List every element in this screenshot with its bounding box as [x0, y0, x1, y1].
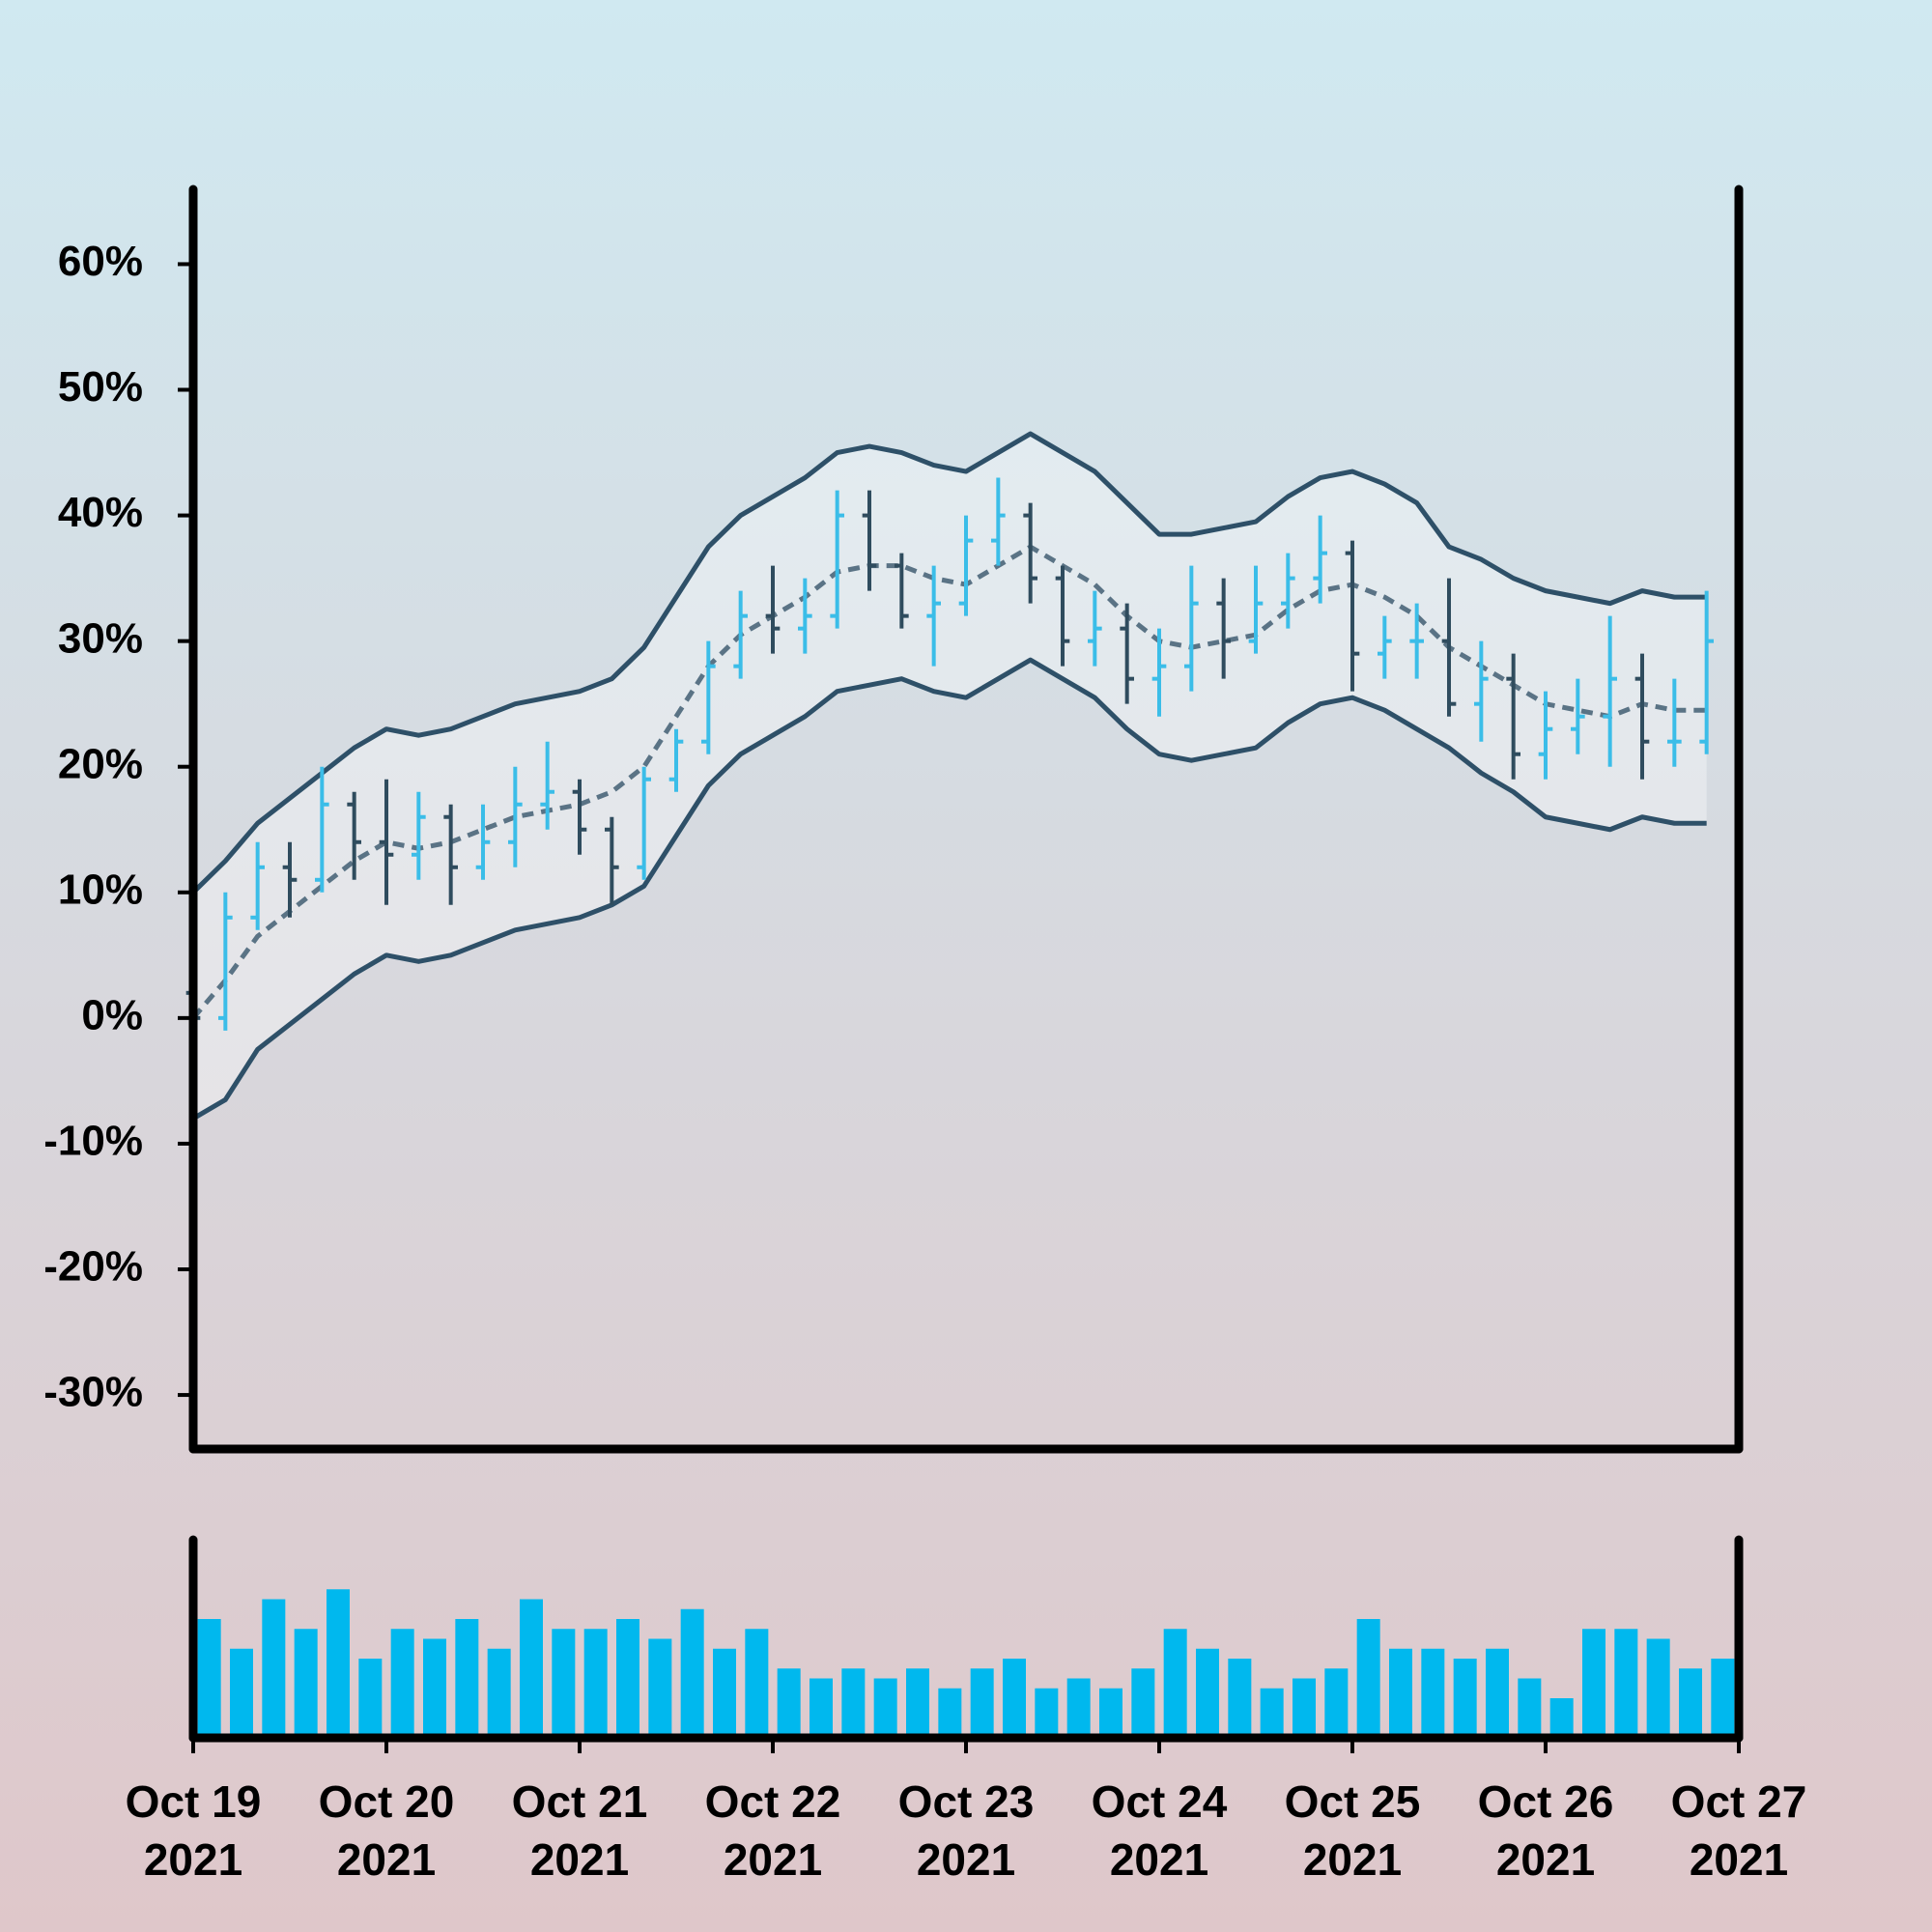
volume-bar [1099, 1688, 1122, 1738]
volume-bar [1324, 1668, 1349, 1738]
volume-bar [1646, 1638, 1670, 1738]
y-tick-label: 30% [58, 614, 143, 662]
volume-bar [906, 1668, 929, 1738]
y-tick-label: 50% [58, 363, 143, 411]
x-tick-label: Oct 27 2021 [1670, 1776, 1807, 1885]
volume-bar [616, 1619, 639, 1738]
x-tick-label: Oct 23 2021 [897, 1776, 1035, 1885]
volume-bar [262, 1599, 286, 1738]
y-tick-label: -30% [43, 1369, 143, 1416]
volume-bar [1711, 1659, 1735, 1738]
volume-bar [970, 1668, 994, 1738]
volume-bar [197, 1619, 221, 1738]
y-tick-label: 60% [58, 238, 143, 285]
volume-bar [1356, 1619, 1380, 1738]
middle-band [191, 544, 1707, 1020]
volume-bar [230, 1648, 253, 1738]
x-tick-label: Oct 24 2021 [1091, 1776, 1228, 1885]
volume-bar [1228, 1659, 1252, 1738]
volume-bar [1131, 1668, 1155, 1738]
volume-bar [1453, 1659, 1477, 1738]
volume-bar [873, 1678, 897, 1738]
volume-bar [1196, 1648, 1219, 1738]
volume-bar [777, 1668, 801, 1738]
x-tick-label: Oct 26 2021 [1477, 1776, 1614, 1885]
y-tick-label: 10% [58, 866, 143, 913]
volume-bar [648, 1638, 672, 1738]
y-tick-label: -20% [43, 1243, 143, 1291]
volume-bar [1679, 1668, 1702, 1738]
x-tick-label: Oct 20 2021 [318, 1776, 455, 1885]
volume-bar [1389, 1648, 1412, 1738]
volume-bar [1035, 1688, 1059, 1738]
volume-bar [1549, 1698, 1574, 1738]
y-tick-label: 20% [58, 740, 143, 787]
volume-bar [1293, 1678, 1316, 1738]
volume-bar [358, 1659, 383, 1738]
volume-bar [1066, 1678, 1091, 1738]
volume-bar [487, 1648, 511, 1738]
volume-bar [1614, 1629, 1638, 1738]
y-tick-label: -10% [43, 1118, 143, 1165]
volume-bar [390, 1629, 414, 1738]
volume-bar [1421, 1648, 1445, 1738]
volume-bar [583, 1629, 608, 1738]
y-tick-label: 0% [81, 991, 143, 1038]
volume-bar [841, 1668, 866, 1738]
volume-bar [1003, 1659, 1026, 1738]
volume-bar [713, 1648, 736, 1738]
volume-bar [520, 1599, 543, 1738]
volume-bar [745, 1629, 769, 1738]
upper-band [191, 431, 1707, 895]
volume-bar [680, 1608, 704, 1738]
volume-bar [1260, 1688, 1284, 1738]
volume-bar [552, 1629, 576, 1738]
x-tick-label: Oct 19 2021 [125, 1776, 262, 1885]
x-tick-label: Oct 21 2021 [511, 1776, 648, 1885]
volume-bar [423, 1638, 446, 1738]
volume-bar [294, 1629, 318, 1738]
volume-bar [1163, 1629, 1187, 1738]
band-fill [193, 434, 1707, 1119]
volume-bar [1486, 1648, 1509, 1738]
y-tick-label: 40% [58, 489, 143, 536]
volume-bar [455, 1619, 479, 1738]
volume-bar [327, 1589, 350, 1738]
lower-band [191, 657, 1707, 1122]
x-tick-label: Oct 25 2021 [1284, 1776, 1421, 1885]
volume-bar [1582, 1629, 1605, 1738]
volume-bar [810, 1678, 833, 1738]
volume-bar [1518, 1678, 1542, 1738]
x-tick-label: Oct 22 2021 [704, 1776, 841, 1885]
volume-bar [938, 1688, 962, 1738]
